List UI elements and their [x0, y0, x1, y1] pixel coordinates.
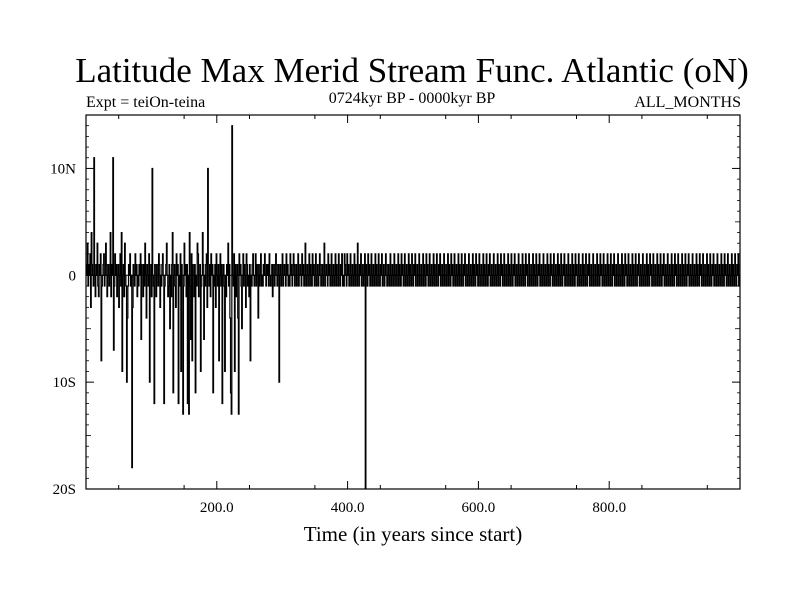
- y-tick-label: 20S: [53, 482, 76, 498]
- plot-content: [86, 125, 740, 489]
- x-tick-label: 200.0: [200, 500, 234, 516]
- y-tick-label: 10S: [53, 375, 76, 391]
- y-tick-label: 10N: [50, 161, 76, 177]
- x-tick-label: 400.0: [331, 500, 365, 516]
- y-tick-label: 0: [69, 268, 77, 284]
- chart-title: Latitude Max Merid Stream Func. Atlantic…: [75, 51, 749, 90]
- chart-subtitle-center: 0724kyr BP - 0000kyr BP: [329, 90, 496, 107]
- x-tick-label: 800.0: [592, 500, 626, 516]
- plot-frame: [85, 114, 741, 490]
- axes: [86, 114, 740, 490]
- chart-subtitle-left: Expt = teiOn-teina: [86, 94, 205, 111]
- tick-labels: 200.0 400.0 600.0 800.0 10N 0 10S 20S: [50, 161, 626, 516]
- chart-subtitle-right: ALL_MONTHS: [634, 94, 741, 111]
- x-tick-label: 600.0: [462, 500, 496, 516]
- x-axis-label: Time (in years since start): [304, 522, 523, 546]
- series-line: [86, 125, 740, 489]
